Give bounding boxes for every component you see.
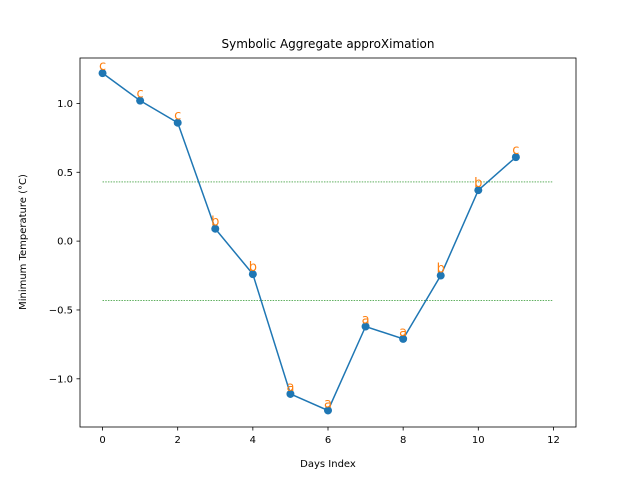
data-point: [248, 270, 257, 279]
plot-area: c c c b b a a a a b b c 0 2 4 6 8 10 12 1.0 0.5 0.0 −0.5 −1.0: [49, 57, 577, 446]
symbol-label: a: [324, 396, 332, 411]
series-line: [102, 72, 517, 412]
data-point: [511, 153, 520, 162]
data-point: [136, 96, 145, 105]
x-tick-label: 10: [472, 435, 485, 446]
y-tick-label: 0.5: [57, 168, 73, 179]
symbol-label: c: [99, 59, 106, 74]
symbol-label: b: [474, 176, 482, 191]
chart-title: Symbolic Aggregate approXimation: [222, 37, 435, 51]
x-tick-label: 12: [547, 435, 560, 446]
symbol-label: c: [512, 143, 519, 158]
y-axis-label: Minimum Temperature (°C): [18, 174, 29, 310]
data-point: [211, 224, 220, 233]
y-tick-label: −0.5: [49, 305, 73, 316]
symbol-label: c: [137, 87, 144, 102]
symbol-label: a: [399, 325, 407, 340]
x-tick-label: 8: [400, 435, 406, 446]
symbol-label: a: [362, 312, 370, 327]
data-point: [436, 271, 445, 280]
data-point: [98, 69, 107, 78]
x-tick-label: 4: [250, 435, 256, 446]
x-tick-label: 6: [325, 435, 331, 446]
data-point: [361, 322, 370, 331]
data-point: [286, 389, 295, 398]
symbol-label: a: [286, 380, 294, 395]
symbol-label: b: [437, 262, 445, 277]
y-tick-label: 0.0: [57, 237, 73, 248]
x-tick-label: 0: [99, 435, 105, 446]
data-point: [399, 334, 408, 343]
symbol-label: c: [174, 109, 181, 124]
symbol-label: b: [211, 215, 219, 230]
y-tick-label: 1.0: [57, 99, 73, 110]
x-axis-label: Days Index: [300, 459, 356, 470]
data-point: [474, 186, 483, 195]
data-point: [324, 406, 332, 415]
symbol-label: b: [249, 260, 257, 275]
y-tick-label: −1.0: [49, 374, 73, 385]
x-tick-label: 2: [175, 435, 181, 446]
data-point: [173, 118, 182, 127]
